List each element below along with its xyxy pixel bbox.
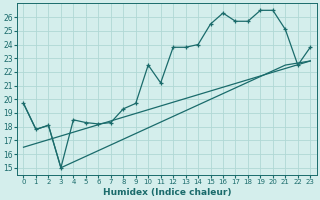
X-axis label: Humidex (Indice chaleur): Humidex (Indice chaleur)	[103, 188, 231, 197]
